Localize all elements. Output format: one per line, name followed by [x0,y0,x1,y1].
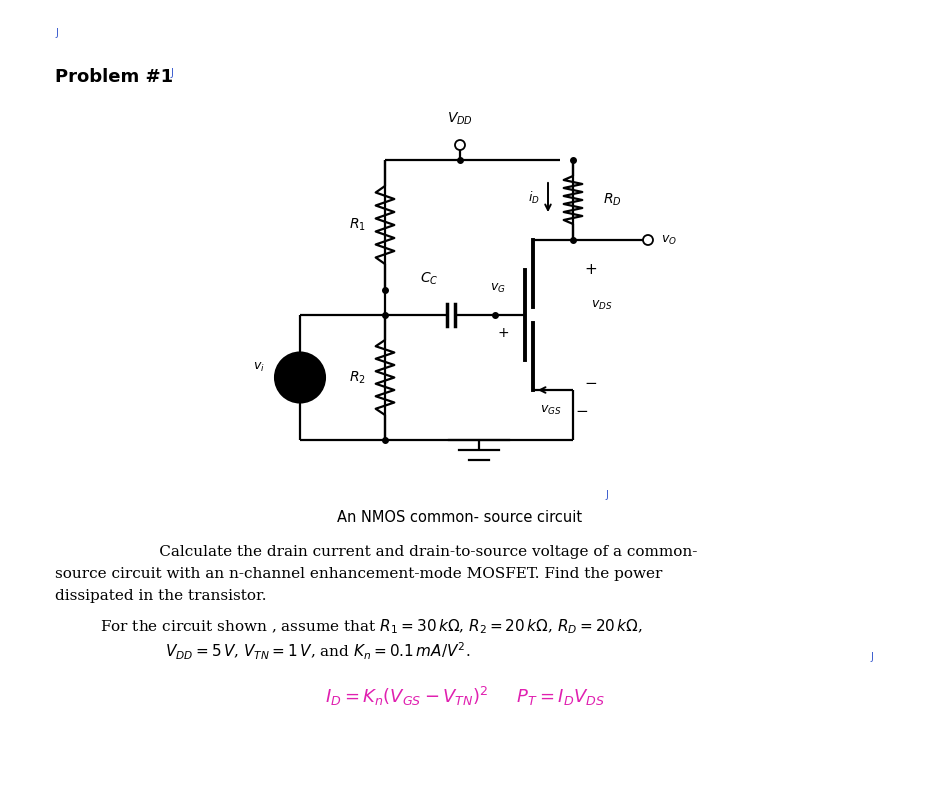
Text: $v_i$: $v_i$ [253,361,265,374]
Text: $C_C$: $C_C$ [419,271,438,287]
Text: +: + [498,326,509,340]
Text: For the circuit shown , assume that $R_1 = 30\,k\Omega$, $R_2 = 20\,k\Omega$, $R: For the circuit shown , assume that $R_1… [100,617,643,636]
Text: $R_1$: $R_1$ [349,217,365,233]
Circle shape [275,352,325,402]
Text: $R_D$: $R_D$ [603,192,621,208]
Text: $V_{DD} = 5\,V$, $V_{TN} = 1\,V$, and $K_n = 0.1\,mA/V^2$.: $V_{DD} = 5\,V$, $V_{TN} = 1\,V$, and $K… [165,641,471,662]
Text: J: J [605,490,608,500]
Text: +: + [294,364,306,378]
Text: $-$: $-$ [294,380,306,394]
Text: J: J [870,652,873,662]
Text: $-$: $-$ [584,375,598,390]
Text: $v_{DS}$: $v_{DS}$ [591,299,613,311]
Text: J: J [55,28,58,38]
Text: dissipated in the transistor.: dissipated in the transistor. [55,589,267,603]
Text: J: J [170,68,173,78]
Text: Problem #1: Problem #1 [55,68,173,86]
Text: +: + [585,262,597,277]
Text: $v_G$: $v_G$ [490,282,506,295]
Text: An NMOS common- source circuit: An NMOS common- source circuit [338,510,582,525]
Text: $V_{DD}$: $V_{DD}$ [447,111,473,127]
Text: Calculate the drain current and drain-to-source voltage of a common-: Calculate the drain current and drain-to… [130,545,698,559]
Text: $R_2$: $R_2$ [349,369,365,386]
Text: $I_D = K_n(V_{GS} - V_{TN})^2$     $P_T = I_D V_{DS}$: $I_D = K_n(V_{GS} - V_{TN})^2$ $P_T = I_… [325,685,605,708]
Text: $v_O$: $v_O$ [661,234,677,246]
Text: $v_{GS}$: $v_{GS}$ [540,403,562,417]
Text: $-$: $-$ [576,402,589,417]
Text: source circuit with an n-channel enhancement-mode MOSFET. Find the power: source circuit with an n-channel enhance… [55,567,662,581]
Text: $i_D$: $i_D$ [528,189,540,206]
